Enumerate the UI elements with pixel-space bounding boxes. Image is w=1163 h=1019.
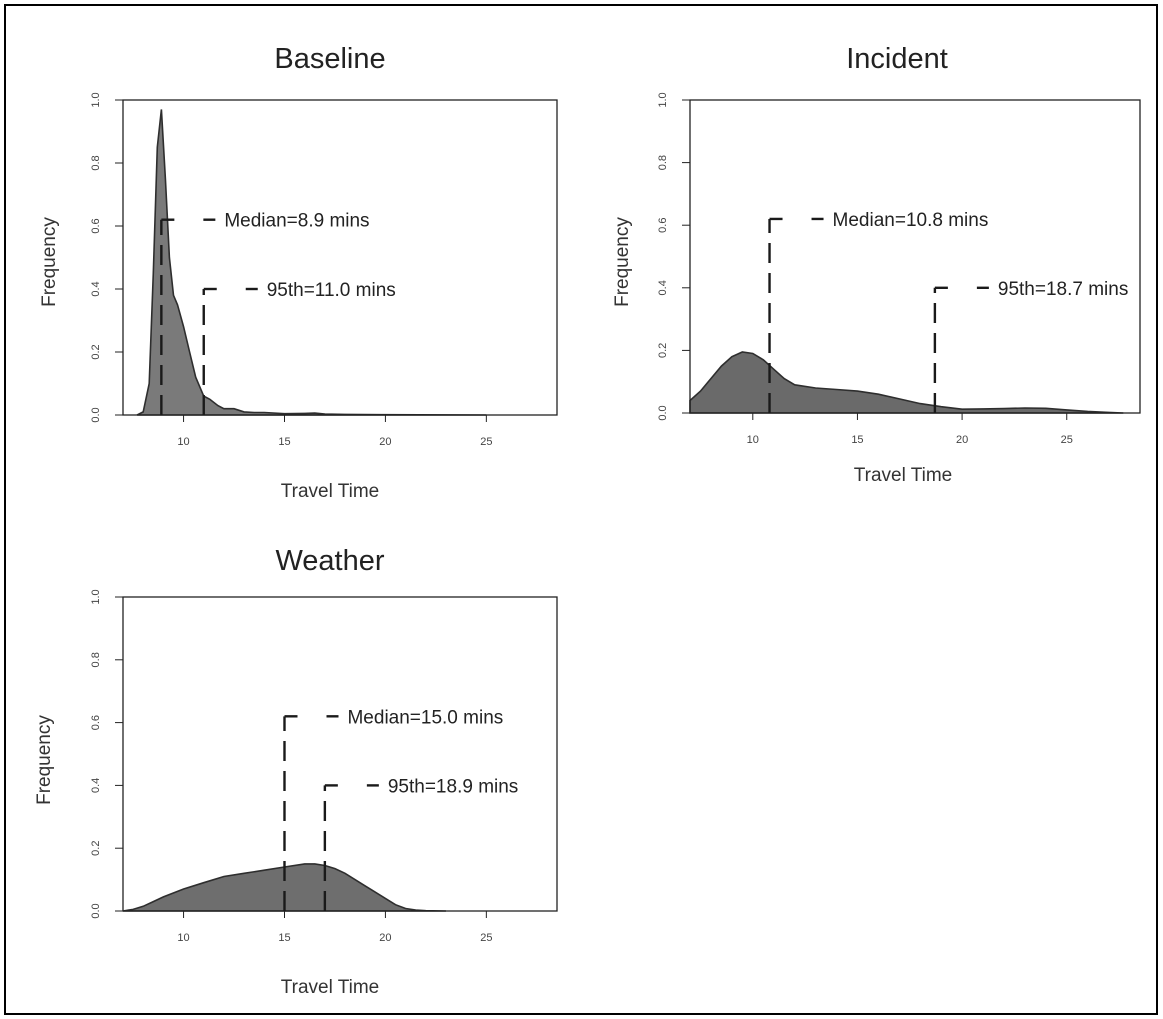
y-tick-label: 0.6 [90, 715, 102, 730]
x-tick-label: 25 [480, 436, 492, 448]
density-area [122, 863, 447, 912]
y-tick-label: 1.0 [657, 92, 669, 107]
density-area [689, 351, 1124, 414]
plot-frame [122, 99, 558, 416]
y-tick-label: 1.0 [90, 589, 102, 604]
y-tick-label: 0.8 [90, 652, 102, 667]
panel-baseline-plot: 0.0 0.2 0.4 0.6 0.8 1.0 10 15 20 25 Median=8.9 min… [90, 92, 558, 448]
x-tick-label: 15 [278, 436, 290, 448]
annotation-label: Median=10.8 mins [833, 210, 989, 231]
annotation-label: 95th=18.9 mins [388, 776, 518, 797]
plot-frame [689, 99, 1141, 414]
y-tick-label: 0.0 [90, 903, 102, 918]
x-axis-label: Travel Time [281, 977, 380, 998]
panel-baseline: Baseline Travel Time Frequency [39, 43, 386, 502]
y-tick-label: 0.2 [90, 841, 102, 856]
plot-frame [122, 596, 558, 912]
x-tick-label: 10 [177, 436, 189, 448]
annotation-label: 95th=11.0 mins [267, 280, 396, 301]
chart-title: Weather [275, 545, 384, 577]
y-tick-label: 0.0 [657, 405, 669, 420]
y-axis-label: Frequency [612, 217, 633, 307]
y-tick-label: 0.6 [90, 218, 102, 233]
y-tick-label: 0.4 [657, 280, 669, 295]
panel-weather: Weather Travel Time Frequency [34, 545, 385, 998]
x-tick-label: 25 [1061, 434, 1073, 446]
density-area [136, 109, 487, 416]
x-tick-label: 20 [379, 436, 391, 448]
panel-incident: Incident Travel Time Frequency [612, 43, 952, 486]
figure-frame [4, 4, 1158, 1015]
annotation-label: Median=8.9 mins [224, 211, 369, 232]
y-tick-label: 0.8 [90, 155, 102, 170]
x-tick-label: 25 [480, 932, 492, 944]
y-tick-label: 0.8 [657, 155, 669, 170]
y-tick-label: 1.0 [90, 92, 102, 107]
y-tick-label: 0.2 [90, 344, 102, 359]
y-tick-label: 0.4 [90, 281, 102, 296]
x-tick-label: 10 [747, 434, 759, 446]
x-tick-label: 20 [379, 932, 391, 944]
y-tick-label: 0.0 [90, 407, 102, 422]
chart-title: Baseline [274, 43, 385, 75]
y-tick-label: 0.4 [90, 778, 102, 793]
y-axis-label: Frequency [39, 217, 60, 307]
panel-weather-plot: 0.0 0.2 0.4 0.6 0.8 1.0 10 15 20 25 Median=15.0 mi… [90, 589, 558, 944]
chart-marks: 0.0 0.2 0.4 0.6 0.8 1.0 10 15 20 25 Median=8.9 min… [90, 92, 1141, 944]
panel-incident-plot: 0.0 0.2 0.4 0.6 0.8 1.0 10 15 20 25 Median=10.8 mi… [657, 92, 1141, 446]
annotation-label: Median=15.0 mins [347, 707, 503, 728]
x-tick-label: 15 [851, 434, 863, 446]
annotation-label: 95th=18.7 mins [998, 279, 1128, 300]
x-tick-label: 15 [278, 932, 290, 944]
y-axis-label: Frequency [34, 715, 55, 805]
y-tick-label: 0.6 [657, 218, 669, 233]
y-tick-label: 0.2 [657, 343, 669, 358]
x-axis-label: Travel Time [854, 465, 953, 486]
x-tick-label: 20 [956, 434, 968, 446]
x-tick-label: 10 [177, 932, 189, 944]
chart-title: Incident [846, 43, 948, 75]
x-axis-label: Travel Time [281, 481, 380, 502]
